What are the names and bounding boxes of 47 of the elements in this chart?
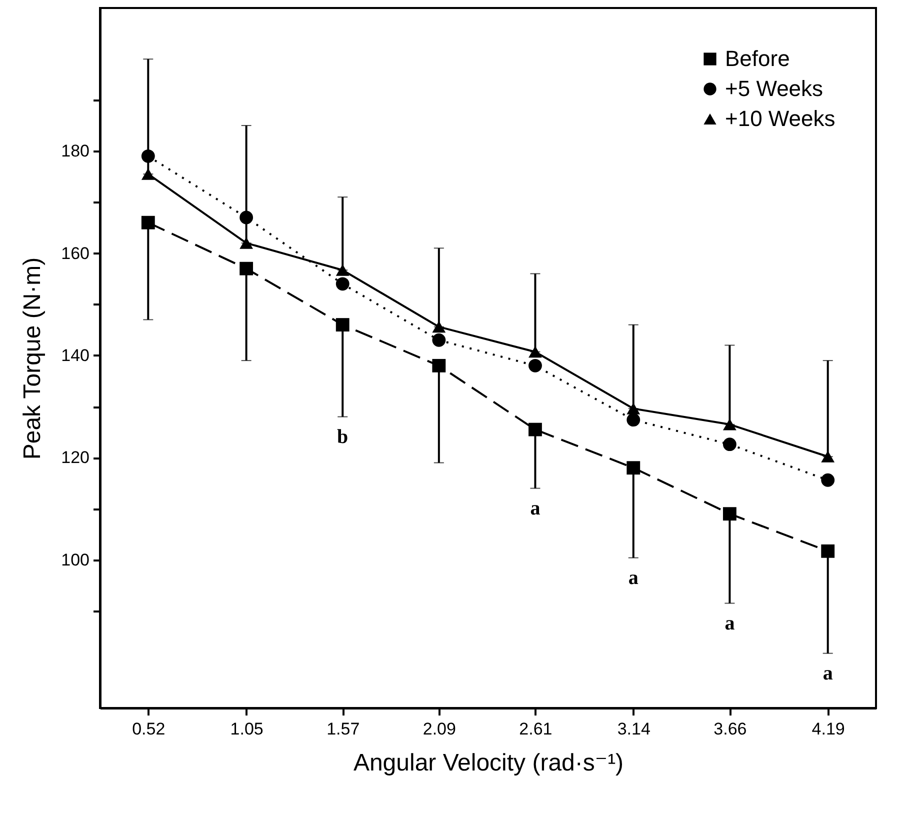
point [141, 168, 155, 180]
x-tick-label: 2.09 [422, 720, 456, 738]
y-tick-label: 140 [61, 346, 90, 365]
annotation: a [628, 566, 638, 589]
y-axis-title: Peak Torque (N·m) [19, 257, 46, 460]
point [336, 277, 350, 291]
point [240, 262, 254, 276]
point [336, 318, 350, 332]
x-tick-label: 4.19 [812, 720, 845, 738]
point [528, 346, 542, 358]
point [432, 333, 446, 347]
annotation: a [822, 662, 833, 684]
point [821, 473, 835, 487]
x-tick-label: 1.05 [230, 720, 264, 738]
legend-label: Before [725, 46, 790, 71]
x-tick-label: 1.57 [326, 720, 360, 738]
legend-label: +5 Weeks [725, 76, 824, 101]
x-tick-label: 3.66 [714, 720, 747, 738]
x-tick-label: 2.61 [519, 720, 552, 738]
y-tick-label: 160 [61, 244, 90, 263]
point [722, 438, 736, 452]
y-tick-label: 120 [61, 448, 90, 468]
point [722, 418, 736, 430]
annotation: a [530, 497, 540, 520]
point [821, 544, 835, 558]
point [240, 210, 254, 224]
point [141, 216, 155, 230]
point [528, 422, 542, 436]
point [528, 358, 542, 372]
point [626, 461, 640, 475]
point [626, 402, 640, 414]
y-tick-label: 180 [61, 142, 90, 161]
annotation: a [724, 612, 735, 634]
y-tick-label: 100 [61, 550, 90, 570]
annotation: b [337, 426, 348, 448]
x-tick-label: 3.14 [617, 720, 650, 738]
point [722, 507, 736, 521]
x-axis-title: Angular Velocity (rad·s⁻¹) [353, 750, 624, 776]
point [336, 264, 350, 276]
point [432, 358, 446, 372]
point [626, 413, 640, 427]
point [821, 450, 835, 462]
point [432, 321, 446, 333]
point [240, 237, 254, 249]
x-tick-label: 0.52 [132, 720, 166, 738]
point [141, 149, 155, 163]
legend-label: +10 Weeks [725, 106, 836, 131]
